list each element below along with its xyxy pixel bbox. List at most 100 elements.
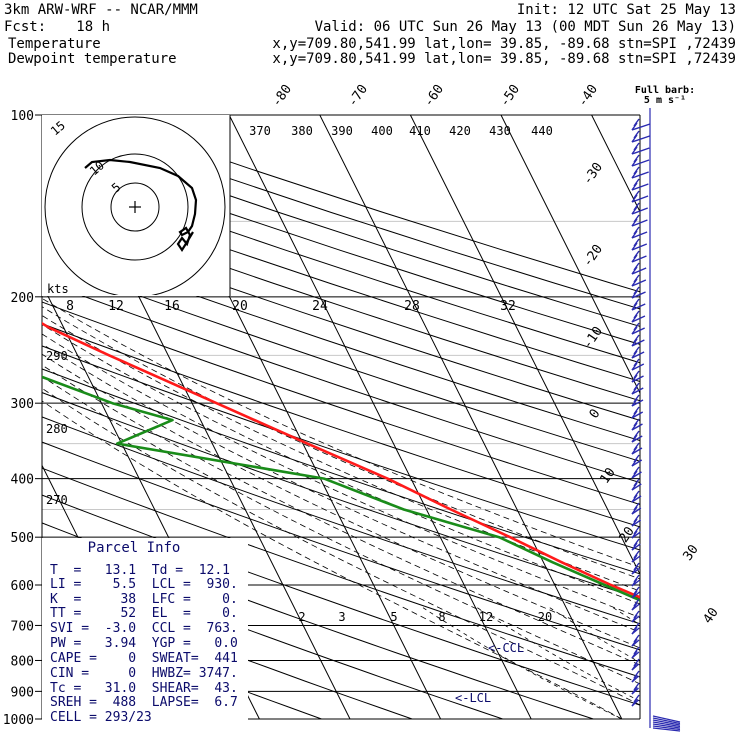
isotherm-label--30: -30	[580, 160, 606, 188]
wind-barb	[631, 226, 648, 239]
wind-barb-shaft	[631, 459, 643, 467]
wind-barb-flag	[633, 214, 640, 223]
parcel-row-5: SVI = -3.0 CCL = 763.	[50, 621, 238, 636]
wind-barb-flag	[633, 118, 640, 127]
isotherm-10	[500, 115, 640, 394]
mixing-ratio-12	[665, 606, 740, 719]
surface-wind-barb	[652, 723, 681, 729]
parcel-row-11: CELL = 293/23	[50, 710, 152, 725]
lcl-marker: <-LCL	[455, 691, 491, 705]
wind-barb	[631, 502, 642, 515]
mixing-ratio-label-8: 8	[438, 610, 445, 624]
wind-barb	[631, 442, 643, 455]
wind-barb-flag	[633, 658, 640, 667]
init-time: Init: 12 UTC Sat 25 May 13	[517, 2, 736, 18]
barb-key-unit: 5 m s⁻¹	[644, 95, 686, 106]
dry-adiabat-290	[42, 441, 640, 651]
wind-barb-flag	[633, 322, 640, 331]
mixing-ratio-top-label-16: 16	[164, 299, 180, 314]
pressure-label-500: 500	[11, 531, 34, 546]
isotherm-label--50: -50	[497, 82, 523, 110]
wind-barb	[631, 274, 647, 287]
mixing-ratio-label-2: 2	[298, 610, 305, 624]
wind-barb-flag	[633, 550, 640, 559]
wind-barb-shaft	[631, 363, 645, 371]
isotherm-label-10: 10	[597, 465, 618, 486]
wind-barb-flag	[633, 310, 640, 319]
wind-barb	[631, 118, 651, 131]
wind-barb	[631, 526, 641, 539]
mixing-ratio-top-label-28: 28	[404, 299, 420, 314]
mixing-ratio-label-3: 3	[338, 610, 345, 624]
wind-barb	[631, 622, 640, 635]
wind-barb-flag	[633, 478, 640, 487]
dry-adiabat-330	[42, 345, 640, 551]
wind-barb-flag	[633, 442, 640, 451]
wind-barb-shaft	[631, 219, 648, 227]
wind-barb	[631, 334, 645, 347]
wind-barb-shaft	[631, 291, 646, 299]
hodograph-ring-5	[110, 182, 160, 232]
parcel-row-8: CIN = 0 HWBZ= 3747.	[50, 666, 238, 681]
wind-barb-shaft	[631, 135, 650, 143]
wind-barb-flag	[633, 562, 640, 571]
wind-barb	[631, 454, 643, 467]
moist-adiabat-0	[42, 375, 640, 685]
model-title: 3km ARW-WRF -- NCAR/MMM	[4, 2, 198, 18]
wind-barb-shaft	[631, 471, 642, 479]
wind-barb-flag	[633, 454, 640, 463]
wind-barb	[631, 538, 641, 551]
wind-barb	[631, 310, 646, 323]
surface-wind-barb	[652, 727, 681, 732]
wind-barb-shaft	[631, 183, 649, 191]
wind-barb	[631, 514, 642, 527]
wind-barb-flag	[633, 694, 640, 703]
wind-barb	[631, 358, 645, 371]
theta-label-370: 370	[249, 124, 271, 138]
wind-barb	[631, 262, 647, 275]
wind-barb	[631, 634, 640, 647]
dry-adiabat-400	[42, 201, 640, 402]
wind-barb-flag	[633, 166, 640, 175]
theta-label-410: 410	[409, 124, 431, 138]
wind-barb-flag	[633, 382, 640, 391]
isotherm-label--80: -80	[269, 82, 295, 110]
dewpoint-location: x,y=709.80,541.99 lat,lon= 39.85, -89.68…	[272, 51, 736, 67]
mixing-ratio-top-label-32: 32	[500, 299, 516, 314]
temperature-location: x,y=709.80,541.99 lat,lon= 39.85, -89.68…	[272, 36, 736, 52]
wind-barb-shaft	[631, 267, 647, 275]
dry-adiabat-240	[42, 581, 413, 719]
mixing-ratio-top-label-24: 24	[312, 299, 328, 314]
parcel-row-6: PW = 3.94 YGP = 0.0	[50, 636, 238, 651]
wind-barb-shaft	[631, 207, 648, 215]
wind-barb	[631, 154, 650, 167]
wind-barb	[631, 466, 642, 479]
ccl-marker: <-CCL	[488, 641, 524, 655]
wind-barb-flag	[633, 154, 640, 163]
wind-barb-shaft	[631, 375, 644, 383]
isotherm-label-30: 30	[680, 542, 701, 563]
wind-barb	[631, 406, 644, 419]
wind-barb-flag	[633, 430, 640, 439]
wind-barb-flag	[633, 274, 640, 283]
parcel-info-panel: Parcel Info T = 13.1 Td = 12.1 LI = 5.5 …	[42, 538, 248, 725]
wind-barb	[631, 586, 640, 599]
dry-adiabat-360	[42, 280, 640, 484]
surface-wind-barb	[652, 721, 681, 728]
hodograph-background	[42, 115, 230, 296]
wind-barb-shaft	[631, 123, 651, 131]
wind-barb	[631, 142, 650, 155]
wind-barb-flag	[633, 394, 640, 403]
wind-barb	[631, 298, 646, 311]
wind-barb	[631, 550, 641, 563]
theta-label-400: 400	[371, 124, 393, 138]
wind-barb-shaft	[631, 327, 645, 335]
parcel-row-4: TT = 52 EL = 0.	[50, 606, 238, 621]
pressure-label-200: 200	[11, 291, 34, 306]
dry-adiabat-420	[42, 164, 640, 364]
wind-barb-shaft	[631, 435, 643, 443]
isotherm-label-20: 20	[616, 524, 637, 545]
theta-label-390: 390	[331, 124, 353, 138]
isotherm-0	[409, 115, 640, 575]
mixing-ratio-top-label-8: 8	[66, 299, 74, 314]
